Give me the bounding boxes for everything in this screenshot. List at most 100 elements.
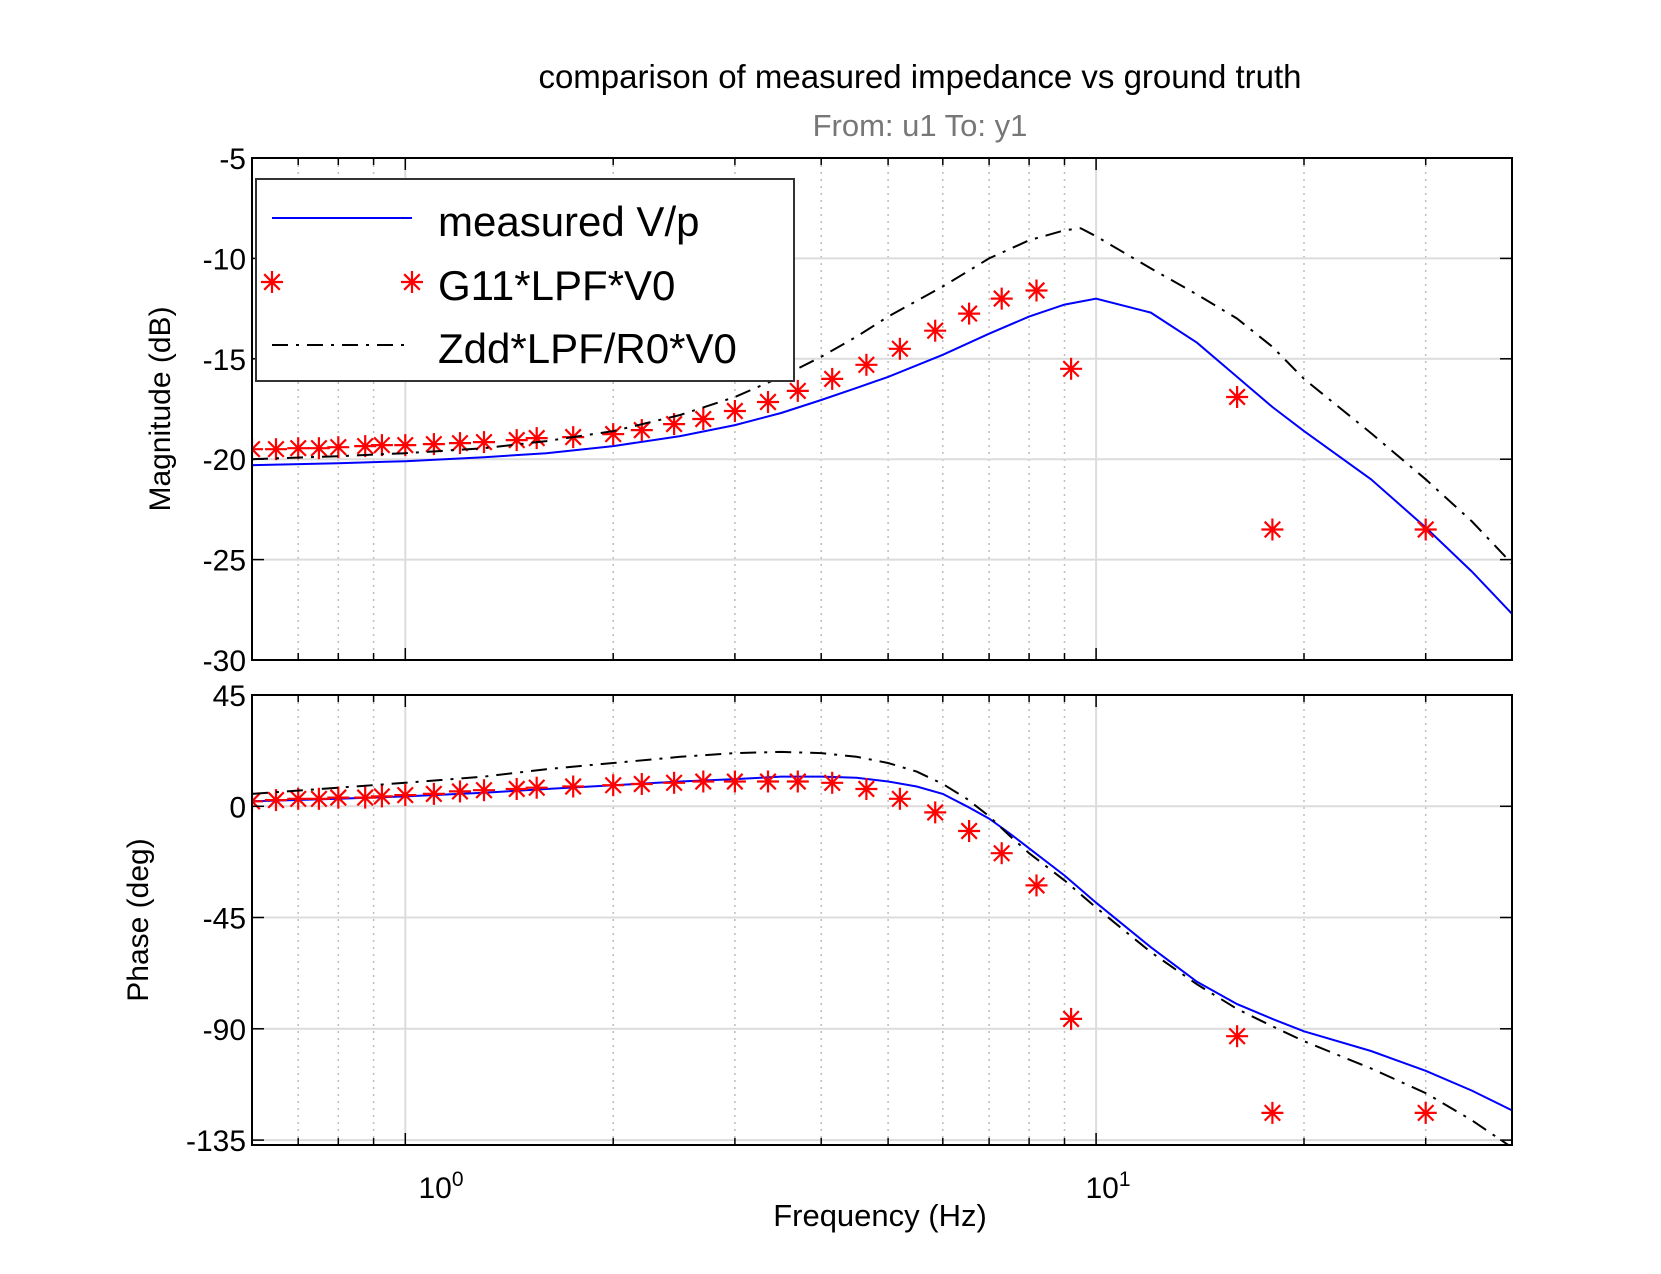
g11-marker <box>924 319 947 342</box>
g11-marker <box>786 770 809 793</box>
phase-series <box>252 750 1512 1145</box>
xtick-label-10: 101 <box>1085 1168 1130 1205</box>
g11-marker-stroke <box>252 447 261 458</box>
g11-marker <box>1414 1101 1437 1124</box>
g11-marker <box>990 842 1013 865</box>
magnitude-panel: -30 -25 -20 -15 -10 -5 Magnitude (dB) measure… <box>144 143 1513 678</box>
g11-marker-stroke <box>1062 1010 1080 1028</box>
g11-marker <box>888 337 911 360</box>
g11-marker-stroke <box>726 402 744 420</box>
g11-marker-stroke <box>310 790 328 808</box>
g11-marker <box>821 367 844 390</box>
plot-area <box>252 227 1512 615</box>
legend-label-zdd: Zdd*LPF/R0*V0 <box>438 325 737 372</box>
g11-marker-stroke <box>857 356 875 374</box>
g11-marker <box>287 437 310 460</box>
g11-marker <box>265 789 287 812</box>
g11-marker-stroke <box>289 790 307 808</box>
g11-marker <box>630 773 653 795</box>
ytick-label: -135 <box>186 1125 246 1158</box>
g11-marker-stroke <box>356 437 374 455</box>
g11-marker-stroke <box>1028 281 1046 300</box>
g11-marker <box>786 379 809 402</box>
g11-marker <box>354 786 377 809</box>
g11-marker <box>327 786 350 809</box>
legend-star-marker-left <box>261 271 283 293</box>
g11-marker-stroke <box>960 305 978 323</box>
g11-marker <box>1226 1025 1249 1048</box>
g11-marker-stroke <box>789 773 807 791</box>
g11-marker-stroke <box>960 822 978 840</box>
g11-marker <box>422 782 445 805</box>
g11-marker-stroke <box>694 410 712 428</box>
g11-marker-stroke <box>425 435 443 453</box>
chart-title: comparison of measured impedance vs grou… <box>538 58 1301 95</box>
g11-marker <box>692 770 715 793</box>
ytick-label: -25 <box>203 545 246 578</box>
g11-marker-stroke <box>1263 520 1281 539</box>
g11-marker <box>1261 1101 1284 1124</box>
g11-marker-stroke <box>564 777 582 796</box>
g11-marker-stroke <box>373 787 391 805</box>
legend-star-1-icon-stroke <box>263 273 281 291</box>
legend-label-measured: measured V/p <box>438 198 699 245</box>
phase-grid <box>251 695 1513 1145</box>
g11-marker <box>723 400 746 422</box>
g11-marker <box>958 820 981 842</box>
g11-marker-stroke <box>789 382 807 400</box>
xtick-label-1: 100 <box>418 1168 463 1205</box>
g11-marker <box>1060 357 1083 380</box>
g11-marker <box>990 287 1013 310</box>
legend-star-marker-right <box>401 271 423 293</box>
g11-marker-stroke <box>993 844 1011 862</box>
g11-marker <box>525 427 548 450</box>
g11-marker <box>525 776 548 799</box>
g11-marker <box>370 785 393 808</box>
g11-marker-stroke <box>1228 1027 1246 1045</box>
g11-marker-stroke <box>451 434 469 452</box>
g11-marker-stroke <box>891 340 909 358</box>
g11-marker <box>1025 279 1048 302</box>
g11-marker-stroke <box>1062 360 1080 378</box>
g11-marker-stroke <box>823 370 841 388</box>
g11-marker <box>394 784 417 807</box>
g11-marker-stroke <box>267 791 285 809</box>
zdd-line <box>252 227 1512 565</box>
g11-marker-stroke <box>694 773 712 791</box>
chart-subtitle: From: u1 To: y1 <box>813 108 1028 143</box>
g11-marker-stroke <box>759 773 777 791</box>
xtick-label-1-exp: 0 <box>452 1168 464 1191</box>
g11-marker <box>327 436 350 459</box>
g11-marker <box>1261 518 1284 541</box>
g11-marker <box>757 770 779 793</box>
g11-marker <box>723 770 746 793</box>
legend-star-2-icon <box>401 271 423 293</box>
ytick-label: -15 <box>203 344 246 377</box>
g11-marker-stroke <box>993 290 1011 308</box>
g11-marker-stroke <box>665 774 683 792</box>
g11-marker-stroke <box>1028 876 1046 894</box>
g11-marker <box>692 408 715 430</box>
magnitude-ticks: -30 -25 -20 -15 -10 -5 <box>203 143 1513 678</box>
xtick-label-10-exp: 1 <box>1119 1168 1131 1191</box>
xtick-label-1-base: 10 <box>418 1172 451 1205</box>
g11-marker-stroke <box>726 773 744 791</box>
g11-marker-stroke <box>857 780 875 798</box>
ytick-label: 45 <box>213 680 246 713</box>
legend-star-2-icon-stroke <box>403 273 421 291</box>
ytick-label: -10 <box>203 243 246 276</box>
phase-ticks: -135 -90 -45 0 45 <box>186 680 1513 1158</box>
g11-marker <box>505 778 528 800</box>
g11-marker <box>307 437 330 460</box>
g11-marker <box>505 429 528 452</box>
ytick-label: -90 <box>203 1014 246 1047</box>
zdd-line <box>252 750 1511 1145</box>
g11-marker-stroke <box>425 785 443 803</box>
g11-marker-stroke <box>475 781 493 799</box>
g11-marker <box>562 775 585 798</box>
xtick-label-10-base: 10 <box>1085 1172 1118 1205</box>
g11-marker-stroke <box>508 780 526 798</box>
g11-marker <box>1414 518 1437 541</box>
g11-marker-stroke <box>1417 1104 1435 1122</box>
